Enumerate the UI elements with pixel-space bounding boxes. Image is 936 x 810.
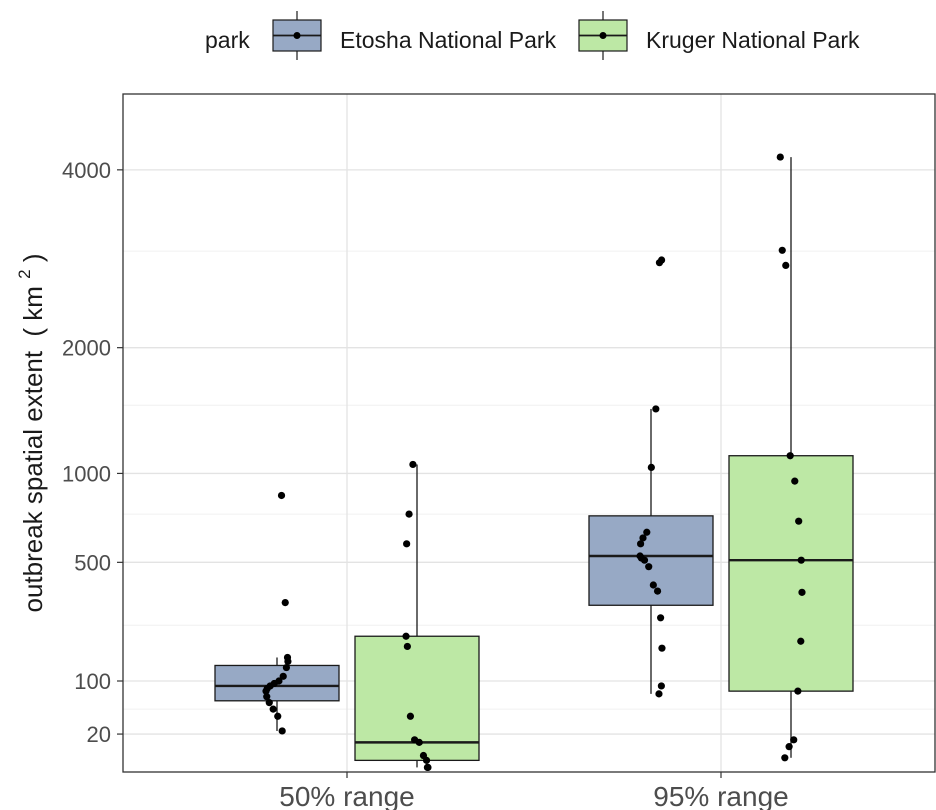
y-tick-label: 500 [74, 550, 111, 575]
data-point [636, 540, 645, 548]
data-point [409, 460, 417, 469]
data-point [639, 534, 647, 542]
y-axis-label-unit: ( km [18, 286, 48, 337]
data-point [794, 687, 802, 695]
data-point [798, 588, 806, 596]
y-axis-label-unit-close: ) [18, 253, 48, 262]
y-axis-label-main: outbreak spatial extent [18, 350, 48, 612]
data-point [795, 517, 803, 525]
y-tick-label: 20 [87, 722, 111, 747]
data-point [791, 477, 799, 485]
data-points [262, 153, 806, 772]
data-point [281, 599, 289, 607]
box-iqr [728, 455, 854, 692]
data-point [643, 528, 651, 536]
legend-label-kruger: Kruger National Park [646, 27, 860, 53]
data-point [284, 657, 292, 666]
data-point [269, 705, 277, 713]
y-axis-label: outbreak spatial extent ( km 2 ) [6, 253, 48, 612]
x-axis-ticks: 50% range 95% range [279, 772, 789, 810]
data-point [776, 153, 784, 161]
y-axis-label-unit-sup: 2 [15, 269, 34, 278]
legend-point-kruger [599, 32, 607, 39]
plot-panel-border [122, 93, 936, 773]
y-tick-label: 1000 [62, 461, 111, 486]
legend-title: park [205, 27, 250, 53]
data-point [278, 727, 286, 735]
data-point [655, 259, 664, 267]
data-point [790, 736, 798, 744]
data-point [282, 663, 290, 672]
data-point [778, 246, 786, 254]
data-point [652, 405, 660, 413]
y-tick-label: 100 [74, 669, 111, 694]
boxes [214, 157, 854, 768]
data-point [279, 672, 287, 680]
plot-panel: 20 100 500 1000 2000 4000 50% range 95% range [62, 93, 936, 810]
data-point [274, 712, 282, 720]
data-point [786, 452, 794, 460]
legend-key-kruger [578, 11, 628, 60]
data-point [423, 763, 432, 772]
legend: park Etosha National Park Kruger Nationa… [205, 11, 860, 60]
x-tick-label: 50% range [279, 781, 414, 810]
data-point [647, 463, 655, 472]
box-etosha-50 [214, 657, 340, 731]
box-iqr [588, 515, 714, 606]
y-tick-label: 2000 [62, 336, 111, 361]
data-point [649, 581, 657, 589]
y-tick-label: 4000 [62, 158, 111, 183]
data-point [405, 510, 413, 518]
data-point [403, 642, 411, 651]
data-point [277, 491, 286, 500]
x-tick-label: 95% range [653, 781, 788, 810]
data-point [645, 563, 653, 571]
gridlines [123, 94, 935, 772]
data-point [640, 556, 649, 564]
data-point [406, 712, 415, 720]
data-point [655, 690, 663, 698]
data-point [785, 743, 793, 751]
data-point [402, 632, 410, 640]
data-point [403, 540, 411, 548]
data-point [781, 754, 789, 762]
data-point [797, 637, 805, 645]
data-point [263, 693, 271, 701]
box-kruger-95 [728, 157, 854, 758]
data-point [415, 738, 423, 746]
legend-label-etosha: Etosha National Park [340, 27, 557, 53]
legend-key-etosha [272, 11, 322, 60]
data-point [262, 687, 270, 695]
data-point [653, 587, 662, 595]
legend-point-etosha [293, 32, 301, 39]
box-etosha-95 [588, 408, 714, 694]
data-point [782, 261, 790, 270]
data-point [658, 644, 666, 652]
y-axis-ticks: 20 100 500 1000 2000 4000 [62, 158, 123, 747]
data-point [422, 756, 431, 764]
data-point [657, 614, 665, 622]
box-kruger-50 [354, 464, 480, 768]
data-point [657, 682, 665, 690]
data-point [265, 699, 273, 707]
data-point [797, 556, 805, 564]
